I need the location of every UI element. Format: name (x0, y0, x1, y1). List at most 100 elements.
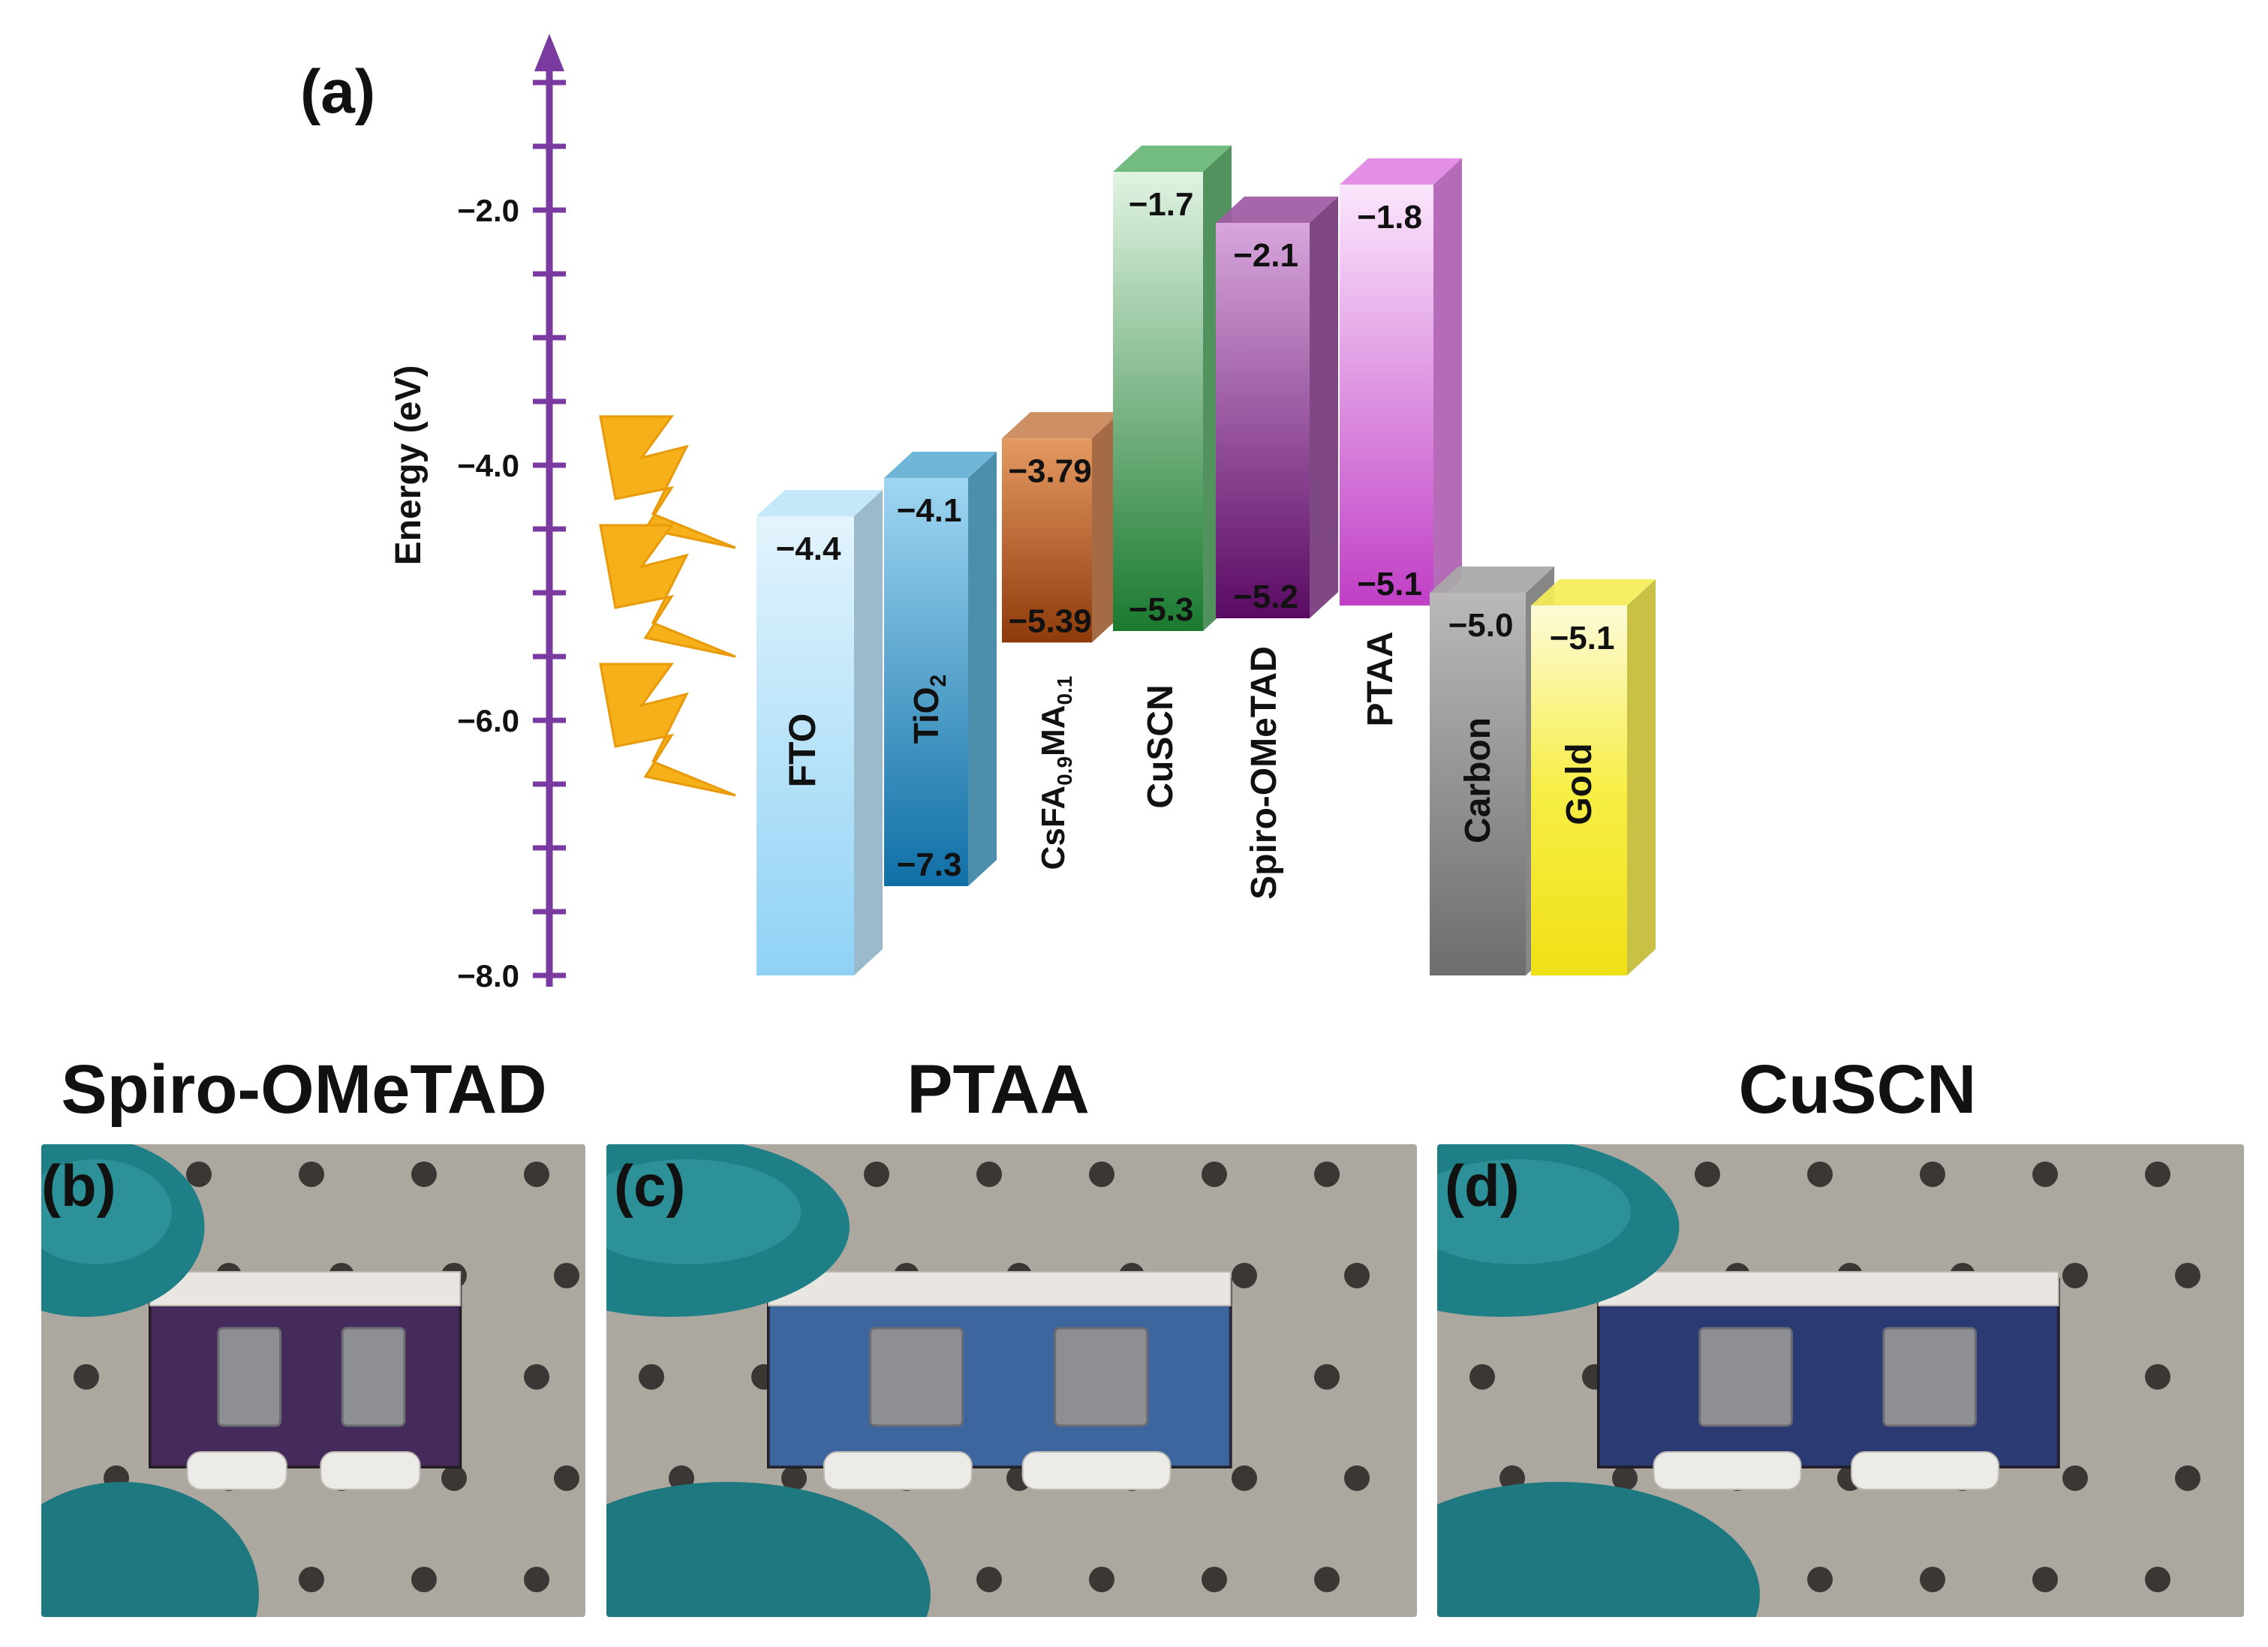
table-hole (554, 1465, 579, 1491)
bar-bottom-label: −7.3 (897, 846, 962, 883)
bar-top-label: −1.7 (1129, 186, 1194, 223)
axis-arrow-icon (534, 34, 564, 71)
table-hole (299, 1162, 324, 1187)
bar-side-face (854, 490, 883, 975)
bar-top-highlight (1430, 567, 1554, 593)
device-film-tint (150, 1279, 461, 1467)
electrode-pad (217, 1327, 282, 1427)
energy-bar-gold: −5.1 (1531, 579, 1656, 975)
table-hole (1920, 1567, 1945, 1592)
top-contact-strip (149, 1271, 462, 1306)
layer-name-tio2-main: TiO (907, 687, 946, 744)
bar-top-highlight (1002, 412, 1120, 439)
table-hole (1344, 1465, 1370, 1491)
bar-top-face (757, 490, 883, 516)
table-hole (1314, 1364, 1340, 1390)
bar-top-label: −5.0 (1448, 607, 1514, 644)
bar-side-face (1433, 158, 1462, 606)
bar-top-label: −5.1 (1550, 620, 1615, 657)
table-hole (1089, 1567, 1114, 1592)
device-substrate (149, 1278, 462, 1468)
photo-panel-d: (d) (1437, 1144, 2244, 1617)
table-hole (2032, 1162, 2058, 1187)
axis-tick-label: −2.0 (457, 193, 519, 228)
layer-name-carbon: Carbon (1458, 717, 1498, 843)
table-hole (1695, 1162, 1720, 1187)
device-substrate (767, 1278, 1232, 1468)
perovskite-sub: 0.9 (1053, 756, 1076, 786)
bottom-contact (186, 1451, 287, 1490)
layer-name-tio2-sub: 2 (926, 675, 951, 687)
axis-tick-label: −6.0 (457, 703, 519, 738)
table-hole (2145, 1567, 2170, 1592)
bar-top-highlight (757, 490, 883, 516)
table-hole (1807, 1567, 1833, 1592)
table-hole (1920, 1162, 1945, 1187)
glove-highlight (606, 1159, 802, 1264)
table-hole (524, 1162, 549, 1187)
bar-side-face (1627, 579, 1656, 975)
bar-top-highlight (884, 452, 997, 478)
table-hole (2145, 1162, 2170, 1187)
axis-label: Energy (eV) (389, 365, 429, 566)
glove-finger-bottom (606, 1482, 931, 1617)
photo-title-ptaa: PTAA (907, 1051, 1090, 1128)
bar-front-face (757, 516, 854, 975)
bar-top-highlight (1340, 158, 1462, 185)
bar-top-label: −4.4 (776, 530, 841, 567)
electrode-pad (1698, 1327, 1793, 1427)
bar-front-face (1113, 172, 1203, 631)
energy-axis: −2.0 −4.0 −6.0 −8.0 Energy (eV) (389, 34, 566, 993)
table-hole (524, 1364, 549, 1390)
table-hole (2032, 1567, 2058, 1592)
bar-top-label: −1.8 (1357, 199, 1422, 236)
bottom-contact (1021, 1451, 1172, 1490)
bar-bottom-label: −5.2 (1233, 579, 1298, 615)
bar-top-label: −4.1 (897, 492, 962, 529)
bar-top-highlight (1531, 579, 1656, 606)
glove-highlight (41, 1159, 172, 1264)
bar-side-shade (1310, 197, 1338, 618)
device-film-tint (1599, 1279, 2059, 1467)
glove-finger-bottom (1437, 1482, 1760, 1617)
bottom-contact (1851, 1451, 2000, 1490)
layer-name-perovskite: CsFA0.9MA0.1 (1035, 676, 1076, 870)
bar-front-face (884, 478, 968, 886)
bottom-contact (823, 1451, 973, 1490)
bar-top-face (884, 452, 997, 478)
device-photo-ptaa (606, 1144, 1417, 1617)
table-hole (2145, 1364, 2170, 1390)
energy-level-diagram: (a) −2.0 −4.0 −6.0 −8.0 Energy (eV) −4.4 −4.… (300, 34, 1656, 993)
layer-name-gold: Gold (1560, 743, 1599, 825)
device-photo-spiro (41, 1144, 585, 1617)
electrode-pad (341, 1327, 406, 1427)
table-hole (976, 1162, 1002, 1187)
table-hole (2175, 1465, 2200, 1491)
table-hole (1232, 1465, 1257, 1491)
perovskite-sub: 0.1 (1053, 676, 1076, 705)
bar-bottom-label: −5.1 (1357, 566, 1422, 603)
bar-top-face (1531, 579, 1656, 606)
layer-name-ptaa: PTAA (1361, 631, 1400, 726)
panel-c-label: (c) (614, 1153, 686, 1219)
layer-name-tio2: TiO2 (907, 675, 951, 744)
table-hole (2062, 1263, 2088, 1288)
photo-panel-b: (b) (41, 1144, 585, 1617)
perovskite-part: CsFA (1035, 786, 1072, 870)
table-hole (299, 1567, 324, 1592)
glove-highlight (1437, 1159, 1631, 1264)
bar-top-face (1216, 197, 1338, 223)
photo-panel-c: (c) (606, 1144, 1417, 1617)
energy-bar-ptaa: −1.8 −5.1 (1340, 158, 1462, 606)
table-hole (1314, 1162, 1340, 1187)
layer-name-fto: FTO (781, 713, 823, 787)
energy-bars: −4.4−4.1−7.3−3.79−5.39−1.7−5.3−2.1−5.2−1… (757, 146, 1656, 975)
bar-top-label: −3.79 (1008, 452, 1091, 489)
table-hole (2062, 1465, 2088, 1491)
layer-name-cuscn: CuSCN (1141, 684, 1181, 808)
panel-a-label: (a) (300, 58, 375, 126)
energy-bar-tio2: −4.1 −7.3 (884, 452, 997, 886)
table-hole (441, 1465, 467, 1491)
table-hole (411, 1162, 437, 1187)
device-film-tint (769, 1279, 1231, 1467)
